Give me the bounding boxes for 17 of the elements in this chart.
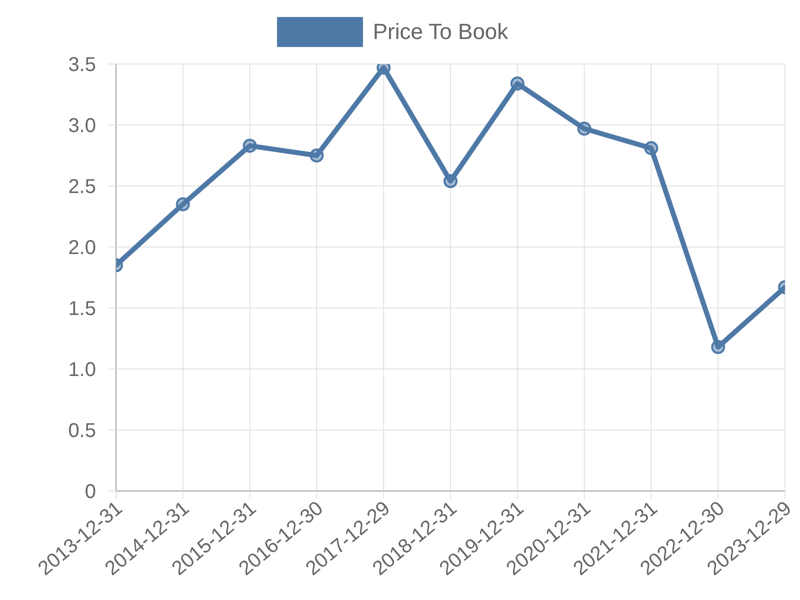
- point: [242, 138, 257, 153]
- y-tick-label: 0.5: [68, 420, 96, 442]
- y-tick-label: 0: [84, 481, 96, 504]
- y-tick-label: 2.5: [68, 176, 96, 198]
- y-tick-label: 3.5: [68, 54, 96, 76]
- point: [444, 174, 458, 188]
- y-tick-label: 3.0: [68, 115, 96, 138]
- y-tick-label: 1.5: [68, 298, 96, 320]
- point: [510, 76, 524, 91]
- legend-label: Price To Book: [372, 19, 508, 45]
- y-tick-label: 2.0: [68, 237, 96, 260]
- point: [310, 148, 324, 162]
- point: [711, 340, 726, 354]
- y-tick-label: 1.0: [68, 359, 96, 382]
- point: [644, 141, 658, 156]
- point: [577, 122, 592, 136]
- point: [176, 197, 190, 212]
